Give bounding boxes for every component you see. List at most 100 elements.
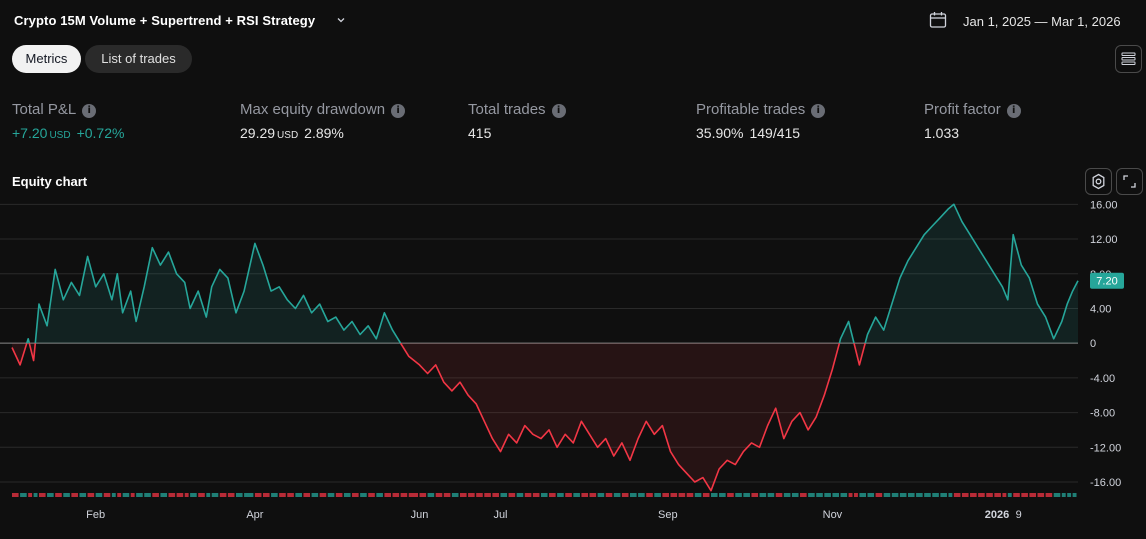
trade-strip-mark bbox=[686, 493, 694, 497]
y-tick-label: 4.00 bbox=[1090, 303, 1111, 315]
trade-strip-mark bbox=[932, 493, 939, 497]
trade-strip-mark bbox=[549, 493, 556, 497]
x-tick-label: 9 bbox=[1016, 509, 1022, 521]
metric-value: 29.29 bbox=[240, 125, 276, 141]
trade-strip-mark bbox=[87, 493, 95, 497]
trade-strip-mark bbox=[335, 493, 343, 497]
info-icon[interactable]: i bbox=[1006, 104, 1021, 118]
trade-strip-mark bbox=[400, 493, 408, 497]
trade-strip-mark bbox=[638, 493, 645, 497]
chart-settings-button[interactable] bbox=[1085, 168, 1112, 195]
metric-max-equity-drawdown: Max equity drawdown i 29.29 USD 2.89% bbox=[240, 101, 406, 141]
trade-strip-mark bbox=[122, 493, 130, 497]
trade-strip-mark bbox=[1067, 493, 1072, 497]
y-tick-label: 12.00 bbox=[1090, 234, 1118, 246]
trade-strip-mark bbox=[940, 493, 947, 497]
last-value-badge bbox=[1090, 272, 1124, 289]
metric-total-trades: Total trades i 415 bbox=[468, 101, 566, 141]
trade-strip-mark bbox=[670, 493, 678, 497]
info-icon[interactable]: i bbox=[551, 104, 566, 118]
trade-strip-mark bbox=[262, 493, 270, 497]
trade-strip-mark bbox=[710, 493, 718, 497]
info-icon[interactable]: i bbox=[811, 104, 826, 118]
info-icon[interactable]: i bbox=[391, 104, 406, 118]
trade-strip-mark bbox=[662, 493, 669, 497]
trade-strip-mark bbox=[459, 493, 467, 497]
info-icon[interactable]: i bbox=[82, 104, 97, 118]
trade-strip-mark bbox=[735, 493, 742, 497]
trade-strip-mark bbox=[227, 493, 235, 497]
trade-strip-mark bbox=[840, 493, 848, 497]
trade-strip-mark bbox=[33, 493, 38, 497]
trade-strip-mark bbox=[130, 493, 135, 497]
equity-area-segment bbox=[865, 204, 1078, 344]
strategy-header: Crypto 15M Volume + Supertrend + RSI Str… bbox=[0, 0, 1146, 42]
trade-strip-mark bbox=[883, 493, 891, 497]
trade-strip-mark bbox=[854, 493, 858, 497]
trade-strip-mark bbox=[392, 493, 400, 497]
metric-label: Profitable trades bbox=[696, 101, 806, 118]
trade-strip-mark bbox=[1007, 493, 1012, 497]
trade-strip-mark bbox=[875, 493, 883, 497]
y-tick-label: 16.00 bbox=[1090, 200, 1118, 211]
equity-area-segment bbox=[839, 321, 854, 344]
metric-extra: +0.72% bbox=[76, 125, 125, 141]
trade-strip-mark bbox=[867, 493, 875, 497]
trade-strip-mark bbox=[47, 493, 54, 497]
trade-strip-mark bbox=[1021, 493, 1028, 497]
strategy-title[interactable]: Crypto 15M Volume + Supertrend + RSI Str… bbox=[14, 13, 316, 28]
trade-strip-mark bbox=[492, 493, 499, 497]
trade-strip-mark bbox=[71, 493, 78, 497]
trade-strip-mark bbox=[12, 493, 19, 497]
metric-total-pnl: Total P&L i +7.20 USD +0.72% bbox=[12, 101, 124, 141]
metric-label: Total trades bbox=[468, 101, 546, 118]
x-tick-label: Jul bbox=[493, 509, 507, 521]
equity-line-segment bbox=[26, 338, 31, 344]
trade-strip-mark bbox=[994, 493, 1001, 497]
trade-strip-mark bbox=[63, 493, 70, 497]
x-axis: Feb Apr Jun Jul Sep Nov 2026 9 bbox=[86, 509, 1022, 521]
trade-strip-mark bbox=[899, 493, 907, 497]
trade-strip-mark bbox=[152, 493, 159, 497]
trade-strip-mark bbox=[206, 493, 211, 497]
trade-strip-mark bbox=[211, 493, 219, 497]
trade-strip-mark bbox=[654, 493, 661, 497]
metric-label: Profit factor bbox=[924, 101, 1001, 118]
trade-strip-mark bbox=[702, 493, 710, 497]
equity-chart[interactable]: 16.0012.008.004.000-4.00-8.00-12.00-16.0… bbox=[0, 200, 1146, 539]
tab-metrics[interactable]: Metrics bbox=[12, 45, 81, 73]
trade-strip-mark bbox=[136, 493, 143, 497]
trade-strip-mark bbox=[557, 493, 564, 497]
metric-profitable-trades: Profitable trades i 35.90% 149/415 bbox=[696, 101, 826, 141]
calendar-icon[interactable] bbox=[929, 11, 947, 29]
equity-chart-title: Equity chart bbox=[12, 174, 88, 189]
trade-strip-mark bbox=[791, 493, 799, 497]
trade-strip-mark bbox=[694, 493, 702, 497]
date-range[interactable]: Jan 1, 2025 — Mar 1, 2026 bbox=[963, 14, 1121, 29]
equity-area-segment bbox=[35, 243, 401, 344]
trade-strip-mark bbox=[468, 493, 475, 497]
trade-strip-mark bbox=[816, 493, 823, 497]
chevron-down-icon[interactable] bbox=[336, 15, 346, 25]
trade-strip-mark bbox=[279, 493, 286, 497]
trade-strip-mark bbox=[419, 493, 427, 497]
trade-strip-mark bbox=[55, 493, 62, 497]
chart-expand-button[interactable] bbox=[1116, 168, 1143, 195]
trade-strip-mark bbox=[368, 493, 375, 497]
tab-list-of-trades[interactable]: List of trades bbox=[85, 45, 192, 73]
trade-strip-mark bbox=[254, 493, 262, 497]
list-icon bbox=[1121, 52, 1136, 65]
y-tick-label: -4.00 bbox=[1090, 373, 1115, 385]
trade-strip-mark bbox=[352, 493, 359, 497]
trade-strip-mark bbox=[303, 493, 311, 497]
trade-strip-mark bbox=[1072, 493, 1077, 497]
menu-button[interactable] bbox=[1115, 45, 1142, 73]
metric-value: +7.20 bbox=[12, 125, 48, 141]
trade-strip-mark bbox=[20, 493, 27, 497]
trade-strip-mark bbox=[1002, 493, 1007, 497]
trade-strip-mark bbox=[384, 493, 392, 497]
trade-strip-mark bbox=[727, 493, 734, 497]
trade-strip-mark bbox=[605, 493, 613, 497]
trade-strip-mark bbox=[1013, 493, 1020, 497]
trade-strip-mark bbox=[184, 493, 189, 497]
